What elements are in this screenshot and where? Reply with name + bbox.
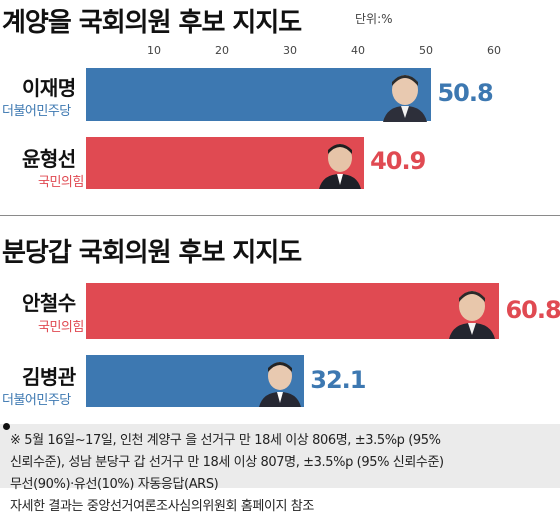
tick-label: 20	[215, 44, 229, 57]
candidate-name: 안철수	[22, 291, 76, 315]
candidate-photo	[319, 144, 362, 189]
tick-label: 40	[351, 44, 365, 57]
data-label: 50.8	[437, 79, 493, 107]
tick-label: 10	[147, 44, 161, 57]
candidate-photo	[259, 362, 302, 407]
unit-label: 단위:%	[355, 12, 393, 26]
chart2-title: 분당갑 국회의원 후보 지지도	[2, 238, 302, 268]
data-label: 32.1	[310, 366, 366, 394]
party-label: 국민의힘	[38, 320, 84, 335]
footnote-line: 자세한 결과는 중앙선거여론조사심의위원회 홈페이지 참조	[10, 499, 314, 514]
bar	[86, 68, 432, 121]
candidate-name: 김병관	[22, 365, 76, 389]
tick-label: 50	[419, 44, 433, 57]
candidate-name: 윤형선	[22, 147, 76, 171]
notes-panel	[0, 424, 560, 488]
bar	[86, 137, 365, 189]
party-label: 더불어민주당	[2, 104, 71, 119]
party-label: 국민의힘	[38, 175, 84, 190]
candidate-name: 이재명	[22, 76, 76, 100]
bar	[86, 283, 500, 339]
data-label: 60.8	[505, 296, 560, 324]
tick-label: 60	[487, 44, 501, 57]
section-divider	[0, 215, 560, 216]
party-label: 더불어민주당	[2, 393, 71, 408]
footnote-line: 무선(90%)·유선(10%) 자동응답(ARS)	[10, 477, 219, 492]
candidate-photo	[383, 75, 428, 122]
tick-label: 30	[283, 44, 297, 57]
data-label: 40.9	[370, 147, 426, 175]
footnote-line: 신뢰수준), 성남 분당구 갑 선거구 만 18세 이상 807명, ±3.5%…	[10, 455, 444, 470]
notes-bullet	[3, 423, 10, 430]
footnote-line: ※ 5월 16일~17일, 인천 계양구 을 선거구 만 18세 이상 806명…	[10, 433, 441, 448]
chart1-title: 계양을 국회의원 후보 지지도	[2, 8, 302, 38]
candidate-photo	[449, 291, 496, 339]
